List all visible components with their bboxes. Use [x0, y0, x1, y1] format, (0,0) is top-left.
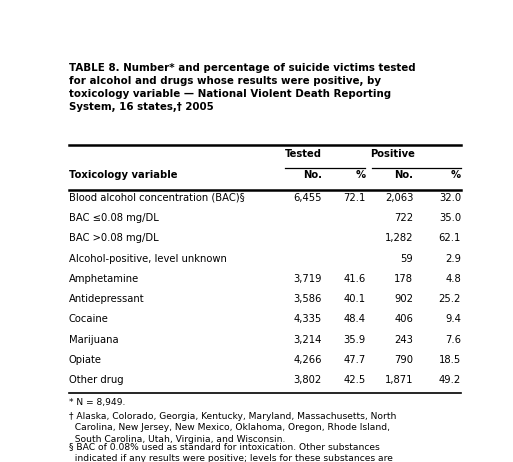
Text: 59: 59: [401, 254, 413, 264]
Text: Positive: Positive: [370, 149, 416, 158]
Text: 41.6: 41.6: [343, 274, 365, 284]
Text: 48.4: 48.4: [344, 315, 365, 324]
Text: TABLE 8. Number* and percentage of suicide victims tested
for alcohol and drugs : TABLE 8. Number* and percentage of suici…: [69, 63, 416, 112]
Text: BAC >0.08 mg/DL: BAC >0.08 mg/DL: [69, 233, 159, 243]
Text: 3,719: 3,719: [293, 274, 322, 284]
Text: 3,586: 3,586: [293, 294, 322, 304]
Text: 35.0: 35.0: [439, 213, 461, 223]
Text: * N = 8,949.: * N = 8,949.: [69, 398, 125, 407]
Text: 40.1: 40.1: [343, 294, 365, 304]
Text: 42.5: 42.5: [343, 375, 365, 385]
Text: Cocaine: Cocaine: [69, 315, 109, 324]
Text: Alcohol-positive, level unknown: Alcohol-positive, level unknown: [69, 254, 227, 264]
Text: 3,802: 3,802: [293, 375, 322, 385]
Text: † Alaska, Colorado, Georgia, Kentucky, Maryland, Massachusetts, North
  Carolina: † Alaska, Colorado, Georgia, Kentucky, M…: [69, 412, 396, 444]
Text: 4,266: 4,266: [293, 355, 322, 365]
Text: 47.7: 47.7: [343, 355, 365, 365]
Text: 9.4: 9.4: [445, 315, 461, 324]
Text: 4,335: 4,335: [293, 315, 322, 324]
Text: Opiate: Opiate: [69, 355, 102, 365]
Text: 7.6: 7.6: [445, 334, 461, 345]
Text: Other drug: Other drug: [69, 375, 124, 385]
Text: 72.1: 72.1: [343, 193, 365, 203]
Text: Marijuana: Marijuana: [69, 334, 119, 345]
Text: 1,282: 1,282: [385, 233, 413, 243]
Text: 243: 243: [394, 334, 413, 345]
Text: § BAC of 0.08% used as standard for intoxication. Other substances
  indicated i: § BAC of 0.08% used as standard for into…: [69, 442, 393, 462]
Text: 2,063: 2,063: [385, 193, 413, 203]
Text: 2.9: 2.9: [445, 254, 461, 264]
Text: 902: 902: [394, 294, 413, 304]
Text: 790: 790: [394, 355, 413, 365]
Text: Toxicology variable: Toxicology variable: [69, 170, 177, 180]
Text: %: %: [451, 170, 461, 180]
Text: 4.8: 4.8: [445, 274, 461, 284]
Text: 178: 178: [394, 274, 413, 284]
Text: Antidepressant: Antidepressant: [69, 294, 145, 304]
Text: BAC ≤0.08 mg/DL: BAC ≤0.08 mg/DL: [69, 213, 159, 223]
Text: 35.9: 35.9: [343, 334, 365, 345]
Text: Blood alcohol concentration (BAC)§: Blood alcohol concentration (BAC)§: [69, 193, 245, 203]
Text: 18.5: 18.5: [439, 355, 461, 365]
Text: No.: No.: [394, 170, 413, 180]
Text: 722: 722: [394, 213, 413, 223]
Text: 32.0: 32.0: [439, 193, 461, 203]
Text: 49.2: 49.2: [439, 375, 461, 385]
Text: %: %: [356, 170, 365, 180]
Text: Amphetamine: Amphetamine: [69, 274, 139, 284]
Text: 3,214: 3,214: [293, 334, 322, 345]
Text: Tested: Tested: [285, 149, 322, 158]
Text: 1,871: 1,871: [385, 375, 413, 385]
Text: 6,455: 6,455: [293, 193, 322, 203]
Text: No.: No.: [303, 170, 322, 180]
Text: 62.1: 62.1: [439, 233, 461, 243]
Text: 406: 406: [394, 315, 413, 324]
Text: 25.2: 25.2: [439, 294, 461, 304]
